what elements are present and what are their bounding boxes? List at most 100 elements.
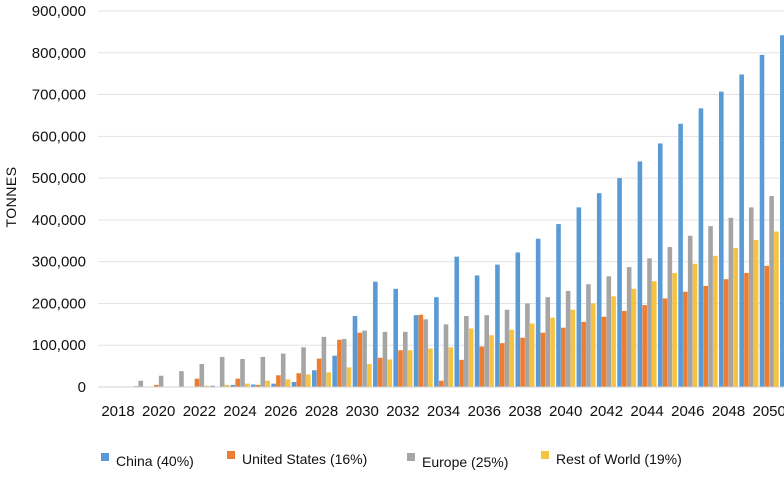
x-tick-label: 2040 bbox=[549, 403, 582, 420]
bar-rest-of-world-2038 bbox=[529, 323, 535, 387]
bar-china-2037 bbox=[495, 264, 500, 387]
legend-label: Rest of World (19%) bbox=[556, 451, 682, 467]
bar-united-states-2031 bbox=[377, 357, 383, 387]
bar-europe-2027 bbox=[301, 347, 306, 387]
bar-rest-of-world-2023 bbox=[224, 384, 230, 387]
bar-europe-2025 bbox=[260, 356, 266, 387]
legend-label: United States (16%) bbox=[242, 451, 367, 467]
bar-united-states-2039 bbox=[540, 332, 546, 387]
bar-china-2026 bbox=[271, 383, 276, 387]
bar-europe-2036 bbox=[484, 315, 489, 387]
bar-china-2028 bbox=[312, 370, 317, 387]
bar-china-2045 bbox=[657, 143, 663, 387]
bar-europe-2020 bbox=[158, 375, 164, 387]
bar-rest-of-world-2034 bbox=[448, 347, 454, 387]
bar-united-states-2049 bbox=[744, 272, 749, 387]
bar-united-states-2036 bbox=[479, 346, 485, 387]
bar-china-2030 bbox=[352, 315, 358, 387]
bar-china-2050 bbox=[759, 54, 765, 388]
bar-united-states-2042 bbox=[601, 316, 607, 387]
bar-china-2027 bbox=[291, 381, 297, 387]
y-tick-label: 400,000 bbox=[32, 212, 86, 229]
bar-rest-of-world-2022 bbox=[204, 385, 209, 387]
bar-europe-2045 bbox=[667, 247, 673, 387]
x-tick-label: 2030 bbox=[346, 403, 379, 420]
legend-swatch bbox=[407, 453, 415, 461]
bar-europe-2047 bbox=[708, 226, 713, 387]
bar-europe-2022 bbox=[199, 364, 205, 387]
bar-europe-2049 bbox=[748, 207, 754, 387]
bar-rest-of-world-2026 bbox=[285, 379, 291, 387]
bar-united-states-2027 bbox=[296, 373, 302, 387]
bar-united-states-2026 bbox=[276, 375, 281, 387]
bar-rest-of-world-2033 bbox=[428, 348, 433, 387]
bar-china-2041 bbox=[576, 207, 582, 387]
bar-china-2038 bbox=[515, 252, 521, 387]
bar-united-states-2034 bbox=[438, 380, 444, 387]
bar-europe-2033 bbox=[423, 319, 428, 387]
bar-europe-2043 bbox=[626, 267, 632, 387]
bar-europe-2041 bbox=[586, 284, 591, 387]
bar-united-states-2043 bbox=[622, 310, 627, 387]
bar-united-states-2050 bbox=[764, 265, 770, 387]
bar-rest-of-world-2045 bbox=[672, 272, 677, 387]
y-tick-label: 100,000 bbox=[32, 337, 86, 354]
legend-label: China (40%) bbox=[116, 453, 194, 469]
y-axis-label: TONNES bbox=[3, 166, 19, 227]
bar-europe-2044 bbox=[647, 258, 652, 387]
bar-united-states-2040 bbox=[561, 327, 566, 387]
y-tick-label: 300,000 bbox=[32, 254, 86, 271]
bars bbox=[133, 35, 784, 388]
legend-swatch bbox=[541, 451, 549, 459]
bar-rest-of-world-2041 bbox=[590, 303, 596, 387]
bar-china-2046 bbox=[678, 123, 683, 388]
legend-swatch bbox=[227, 451, 235, 459]
bar-united-states-2029 bbox=[337, 339, 342, 387]
bar-china-2051 bbox=[780, 35, 784, 387]
bar-europe-2042 bbox=[606, 276, 612, 387]
bar-rest-of-world-2030 bbox=[367, 364, 372, 387]
bar-china-2033 bbox=[413, 315, 419, 387]
bar-china-2024 bbox=[230, 384, 236, 387]
bar-united-states-2028 bbox=[316, 358, 322, 387]
bar-europe-2023 bbox=[219, 356, 225, 387]
bar-rest-of-world-2039 bbox=[550, 317, 555, 387]
bar-rest-of-world-2028 bbox=[326, 372, 331, 387]
bar-rest-of-world-2036 bbox=[489, 335, 494, 387]
y-tick-label: 700,000 bbox=[32, 87, 86, 104]
bar-china-2029 bbox=[332, 355, 337, 387]
x-axis-ticks: 2018 2020 2022 2024 2026 2028 2030 2032 2034 2036… bbox=[101, 403, 784, 420]
y-tick-label: 500,000 bbox=[32, 170, 86, 187]
bar-china-2044 bbox=[637, 161, 643, 387]
bar-china-2023 bbox=[210, 385, 215, 387]
bar-europe-2040 bbox=[565, 290, 571, 387]
bar-united-states-2035 bbox=[459, 359, 464, 387]
x-tick-label: 2046 bbox=[671, 403, 704, 420]
bar-europe-2037 bbox=[504, 309, 510, 387]
bar-rest-of-world-2032 bbox=[407, 350, 413, 387]
bar-rest-of-world-2035 bbox=[468, 328, 474, 387]
bar-rest-of-world-2029 bbox=[346, 367, 352, 387]
y-tick-label: 800,000 bbox=[32, 45, 86, 62]
x-tick-label: 2020 bbox=[142, 403, 175, 420]
bar-china-2042 bbox=[596, 193, 602, 387]
legend-swatch bbox=[101, 453, 109, 461]
bar-united-states-2045 bbox=[662, 298, 668, 387]
bar-china-2047 bbox=[698, 108, 704, 387]
bar-china-2025 bbox=[250, 384, 256, 387]
y-tick-label: 0 bbox=[78, 379, 86, 396]
y-tick-label: 900,000 bbox=[32, 3, 86, 20]
x-tick-label: 2024 bbox=[223, 403, 256, 420]
gridlines bbox=[98, 10, 784, 346]
x-tick-label: 2038 bbox=[508, 403, 541, 420]
bar-united-states-2044 bbox=[642, 305, 647, 387]
bar-united-states-2025 bbox=[255, 384, 261, 387]
bar-europe-2032 bbox=[403, 331, 408, 387]
bar-europe-2035 bbox=[464, 315, 469, 387]
y-tick-label: 200,000 bbox=[32, 295, 86, 312]
bar-china-2048 bbox=[719, 91, 724, 387]
bar-europe-2029 bbox=[341, 338, 347, 387]
x-tick-label: 2032 bbox=[386, 403, 419, 420]
